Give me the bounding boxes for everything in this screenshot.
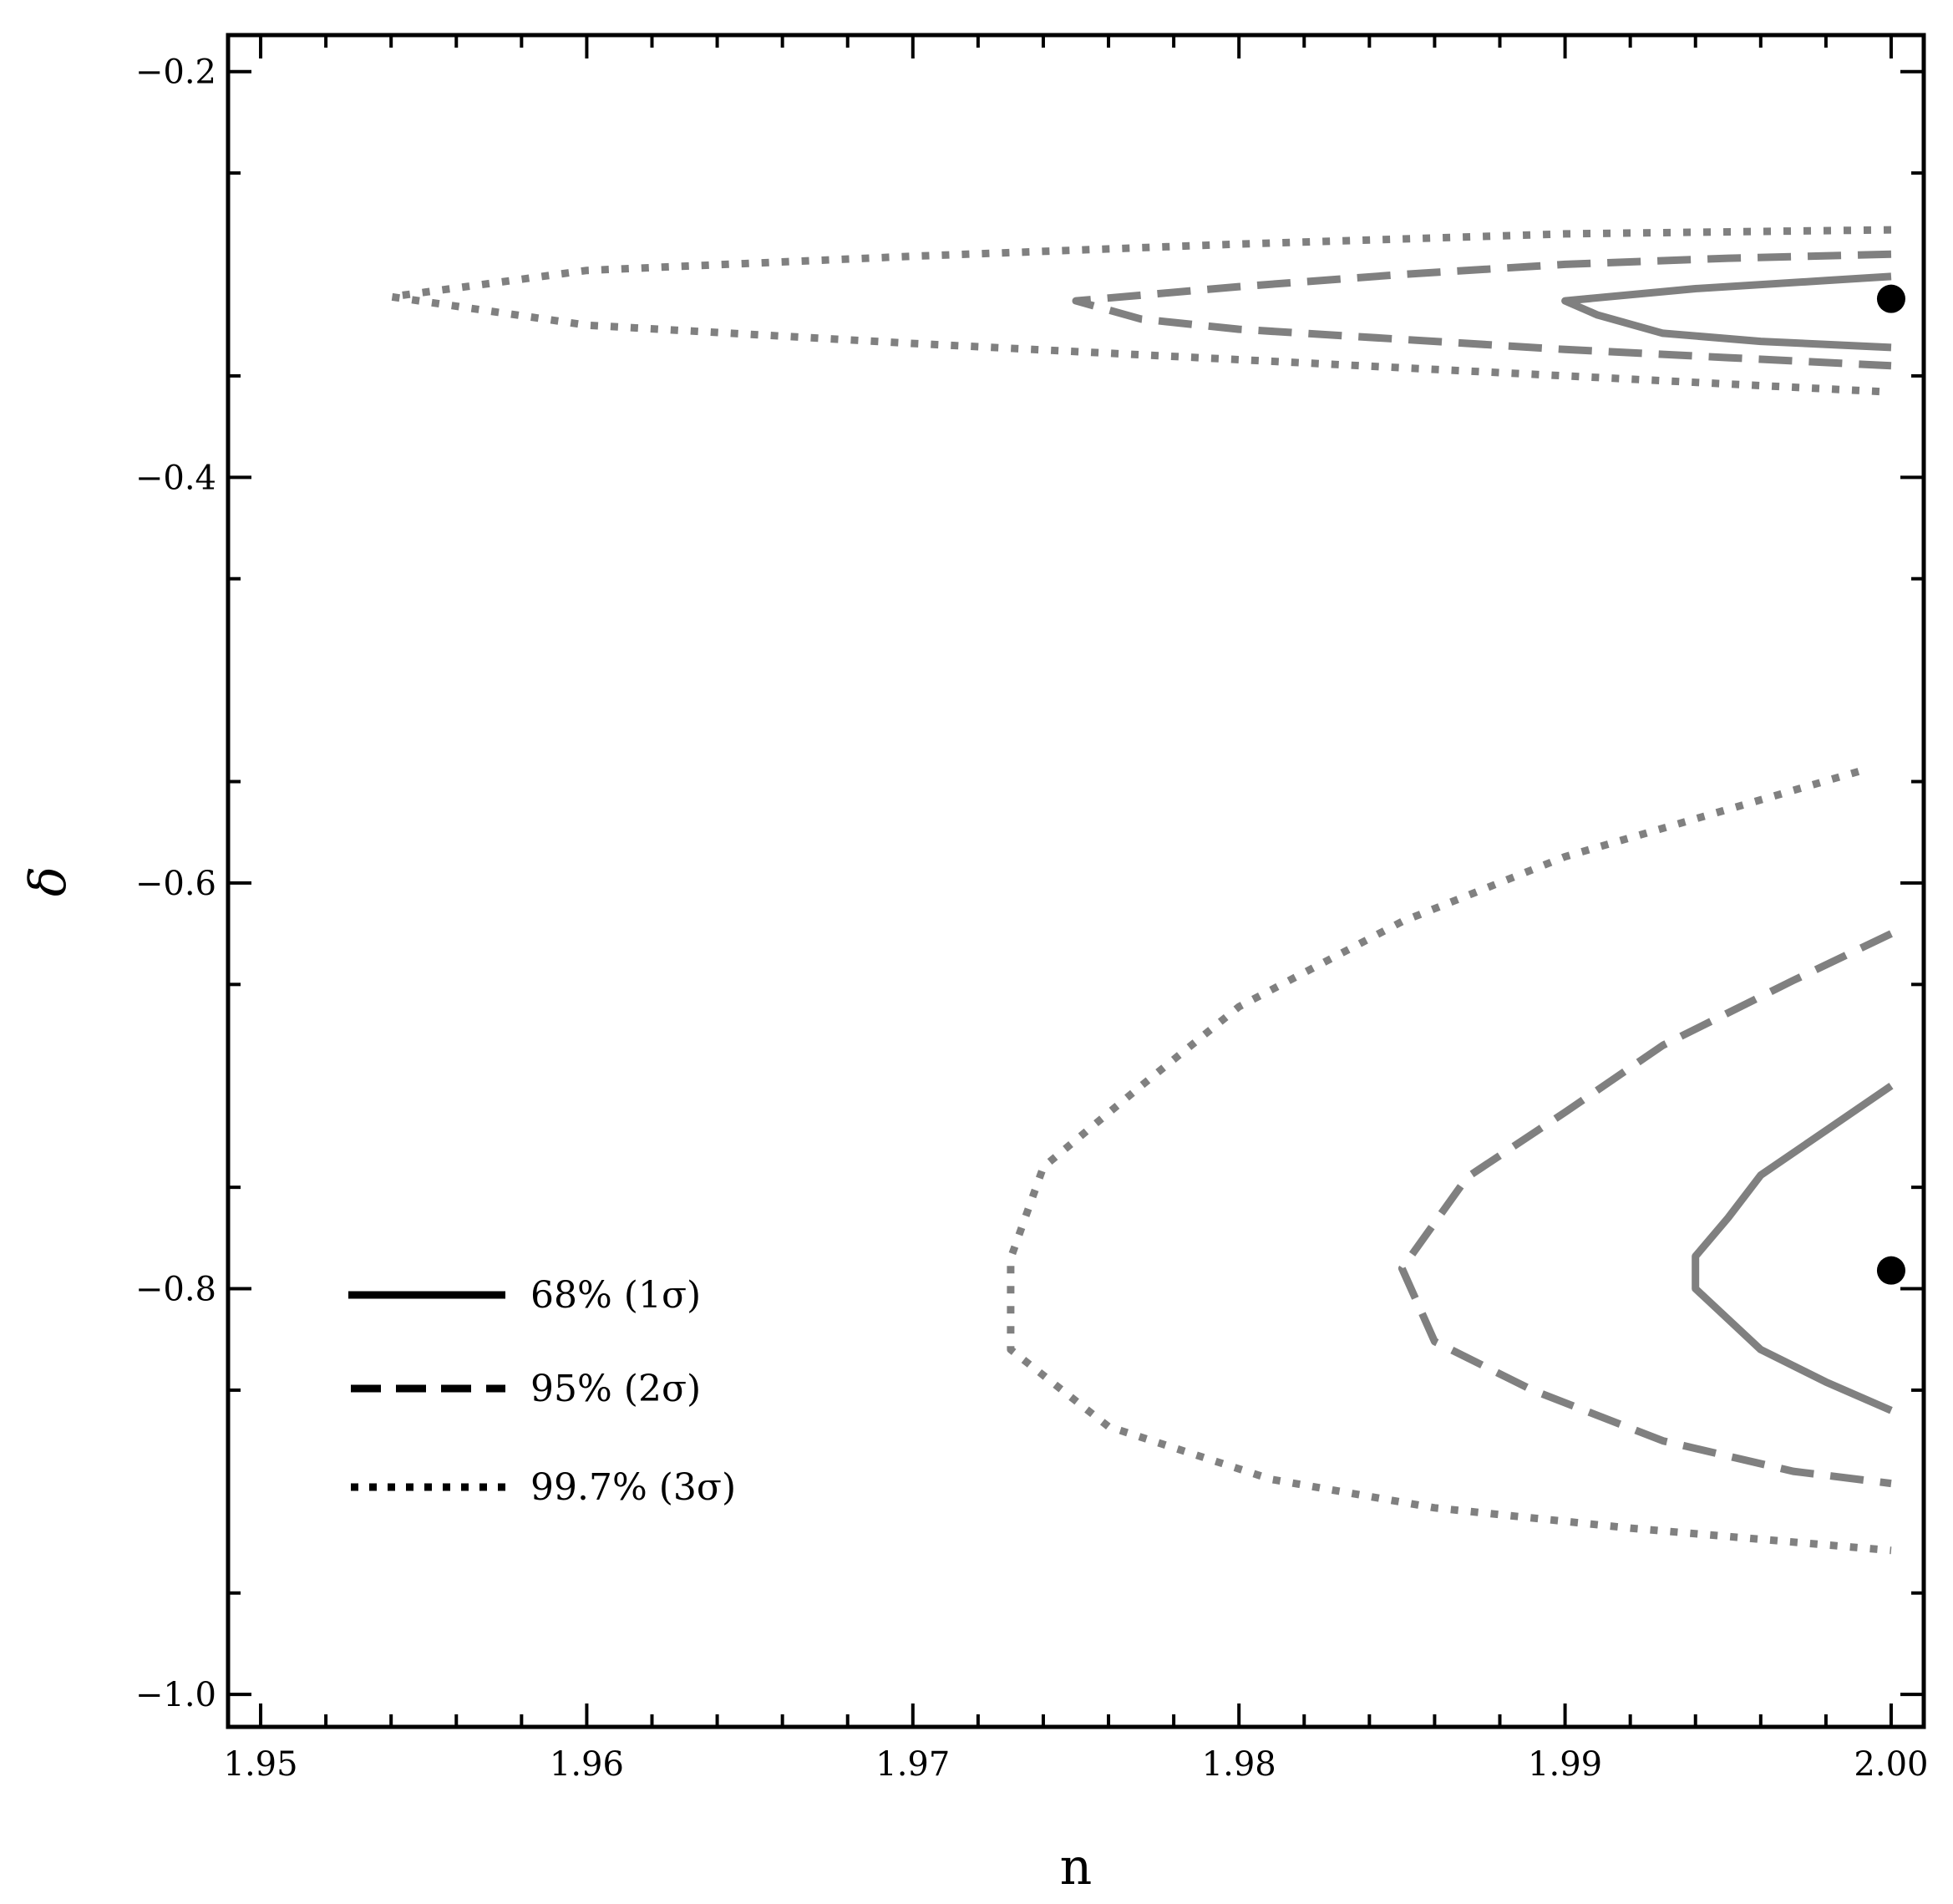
contour-dashed-2 bbox=[1398, 930, 1893, 1488]
best-fit-point-2 bbox=[1876, 1256, 1905, 1285]
x-tick-label: 1.98 bbox=[1202, 1745, 1276, 1784]
best-fit-points bbox=[1876, 284, 1905, 1285]
y-axis-title: δ bbox=[19, 866, 78, 896]
y-tick-label: −0.6 bbox=[135, 865, 216, 903]
y-tick-label: −0.8 bbox=[135, 1271, 216, 1309]
axis-ticks bbox=[228, 35, 1924, 1727]
contour-solid-1 bbox=[1561, 272, 1892, 352]
contour-lines bbox=[387, 226, 1894, 1555]
plot-frame bbox=[226, 33, 1926, 1729]
x-tick-labels: 1.95 1.96 1.97 1.98 1.99 2.00 bbox=[224, 1745, 1929, 1784]
x-tick-label: 1.97 bbox=[875, 1745, 950, 1784]
x-tick-label: 1.95 bbox=[224, 1745, 298, 1784]
y-tick-label: −0.4 bbox=[135, 459, 216, 497]
x-tick-label: 2.00 bbox=[1854, 1745, 1928, 1784]
x-tick-label: 1.96 bbox=[550, 1745, 624, 1784]
contour-solid-2 bbox=[1692, 1082, 1894, 1414]
y-tick-label: −0.2 bbox=[135, 53, 216, 92]
legend-label-1: 68% (1σ) bbox=[530, 1274, 701, 1317]
contour-dotted-1 bbox=[387, 226, 1892, 396]
best-fit-point-1 bbox=[1876, 284, 1905, 313]
legend-label-3: 99.7% (3σ) bbox=[530, 1466, 736, 1509]
contour-dashed-1 bbox=[1072, 250, 1892, 370]
y-tick-label: −1.0 bbox=[135, 1676, 216, 1714]
y-tick-labels: −0.2 −0.4 −0.6 −0.8 −1.0 bbox=[135, 53, 216, 1714]
contour-dotted-2 bbox=[1007, 768, 1892, 1555]
legend-label-2: 95% (2σ) bbox=[530, 1368, 701, 1410]
x-axis-title: n bbox=[1060, 1838, 1093, 1896]
x-tick-label: 1.99 bbox=[1528, 1745, 1602, 1784]
legend: 68% (1σ) 95% (2σ) 99.7% (3σ) bbox=[348, 1274, 736, 1509]
